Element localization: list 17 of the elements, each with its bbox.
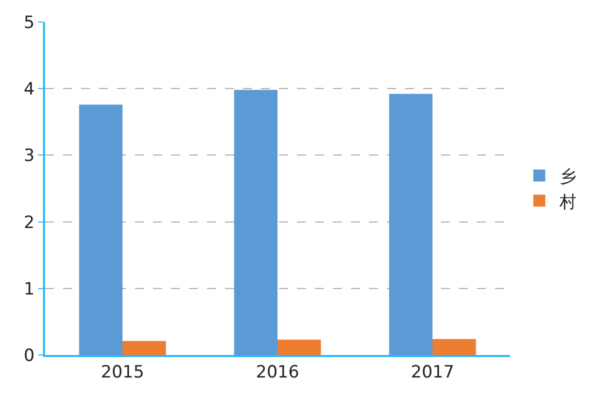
y-tick-label: 5 xyxy=(24,12,35,33)
legend-label: 村 xyxy=(558,192,576,212)
y-tick-label: 1 xyxy=(24,279,35,300)
y-tick-label: 2 xyxy=(24,212,35,233)
x-tick-label: 2015 xyxy=(100,362,144,382)
bar xyxy=(278,340,321,355)
bar xyxy=(234,90,278,355)
y-tick-label: 3 xyxy=(24,146,35,166)
y-tick-label: 4 xyxy=(24,80,35,100)
legend-label: 乡 xyxy=(559,167,576,188)
y-tick-label: 0 xyxy=(24,346,35,366)
bar xyxy=(432,339,476,355)
bar xyxy=(79,104,122,355)
x-tick-label: 2016 xyxy=(256,362,300,382)
bar xyxy=(389,94,432,355)
x-tick-label: 2017 xyxy=(410,362,454,382)
bar xyxy=(122,341,166,355)
